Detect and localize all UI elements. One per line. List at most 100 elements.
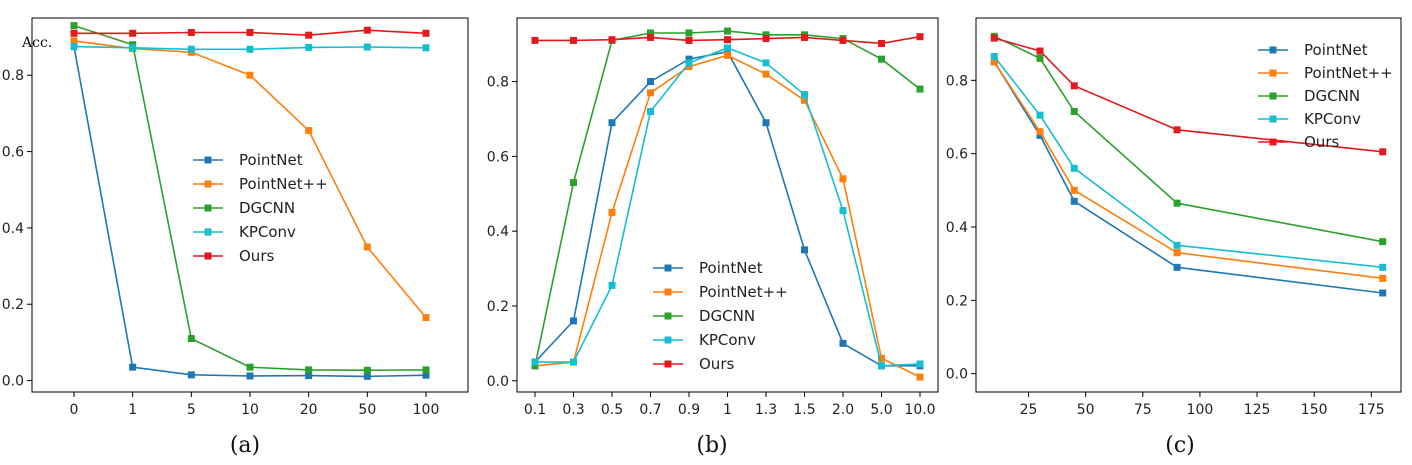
data-point	[801, 96, 808, 104]
data-point	[801, 33, 808, 41]
data-point	[422, 314, 430, 322]
data-point	[647, 29, 654, 37]
data-point	[724, 36, 731, 44]
legend-entry: PointNet	[1304, 41, 1368, 59]
data-point	[422, 366, 430, 374]
data-point	[1036, 54, 1044, 62]
data-point	[1379, 263, 1387, 271]
legend-marker	[1269, 92, 1277, 100]
series-ours	[70, 26, 430, 39]
legend-marker	[204, 252, 212, 260]
legend-entry: KPConv	[239, 223, 296, 241]
legend-marker	[204, 156, 212, 164]
data-point	[647, 89, 654, 97]
y-tick-label: 0.2	[487, 299, 509, 315]
legend-entry: Ours	[699, 355, 734, 373]
data-point	[647, 78, 654, 86]
data-point	[246, 45, 254, 53]
data-point	[878, 354, 885, 362]
y-tick-label: 0.2	[2, 297, 24, 313]
data-point	[916, 85, 924, 93]
data-point	[363, 366, 371, 374]
y-tick-label: 0.8	[2, 68, 24, 84]
data-point	[422, 44, 430, 52]
data-point	[878, 362, 885, 370]
data-point	[531, 358, 539, 366]
x-tick-label: 0.5	[601, 402, 623, 418]
data-point	[762, 59, 770, 67]
data-point	[685, 36, 693, 44]
data-point	[762, 31, 770, 39]
data-point	[187, 335, 195, 343]
data-point	[187, 29, 195, 37]
x-tick-label: 0.7	[639, 402, 661, 418]
legend-marker	[1269, 138, 1277, 146]
data-point	[531, 36, 539, 44]
x-tick-label: 1	[128, 402, 137, 418]
series-kpconv	[990, 53, 1387, 271]
y-tick-label: 0.6	[487, 149, 509, 165]
legend-entry: PointNet	[239, 151, 303, 169]
data-point	[1036, 47, 1044, 55]
x-tick-label: 2.0	[832, 402, 854, 418]
legend-marker	[204, 180, 212, 188]
series-kpconv	[70, 43, 430, 53]
chart-panel-1: 0.00.20.40.60.80 1 5 10 20 50 100Acc.PointNetP…	[2, 17, 469, 458]
legend: PointNet PointNet++ DGCNN KPConv Ours	[1258, 41, 1393, 151]
y-tick-label: 0.8	[946, 73, 968, 89]
data-point	[608, 36, 616, 44]
legend: PointNet PointNet++ DGCNN KPConv Ours	[193, 151, 328, 265]
legend-entry: KPConv	[1304, 110, 1361, 128]
data-point	[1173, 249, 1181, 257]
data-point	[422, 29, 430, 37]
data-point	[1379, 274, 1387, 282]
data-point	[1379, 148, 1387, 156]
data-point	[724, 44, 731, 52]
x-tick-label: 25	[1020, 402, 1038, 418]
legend-marker	[664, 312, 672, 320]
data-point	[1173, 126, 1181, 134]
x-tick-label: 150	[1301, 402, 1328, 418]
data-point	[363, 372, 371, 380]
panel-caption: (c)	[1165, 433, 1195, 458]
y-axis-label: Acc.	[21, 35, 52, 51]
data-point	[70, 29, 78, 37]
data-point	[1070, 197, 1078, 205]
data-point	[70, 43, 78, 51]
data-point	[1070, 108, 1078, 115]
y-tick-label: 0.4	[487, 224, 509, 240]
legend-marker	[204, 204, 212, 212]
data-point	[422, 371, 430, 379]
data-point	[801, 91, 808, 99]
data-point	[1379, 238, 1387, 246]
data-point	[916, 373, 924, 381]
data-point	[570, 36, 577, 44]
legend-entry: Ours	[239, 247, 274, 265]
x-tick-label: 1.3	[755, 402, 777, 418]
x-tick-label: 1	[723, 402, 732, 418]
data-point	[129, 44, 137, 52]
data-point	[762, 70, 770, 78]
x-tick-label: 100	[413, 402, 440, 418]
legend-marker	[1269, 115, 1277, 123]
panel-caption: (b)	[696, 433, 727, 458]
data-point	[129, 363, 137, 371]
legend-entry: KPConv	[699, 331, 756, 349]
data-point	[570, 358, 577, 366]
data-point	[685, 59, 693, 67]
x-tick-label: 50	[1077, 402, 1095, 418]
legend-entry: PointNet	[699, 259, 763, 277]
data-point	[878, 55, 885, 63]
y-tick-label: 0.2	[946, 293, 968, 309]
data-point	[608, 208, 616, 216]
data-point	[724, 48, 731, 56]
data-point	[1173, 263, 1181, 271]
data-point	[305, 127, 313, 135]
series-line	[534, 54, 921, 378]
data-point	[839, 36, 847, 44]
y-tick-label: 0.0	[487, 374, 509, 390]
legend-entry: DGCNN	[699, 307, 755, 325]
data-point	[685, 63, 693, 71]
legend-marker	[204, 228, 212, 236]
data-point	[647, 108, 654, 115]
